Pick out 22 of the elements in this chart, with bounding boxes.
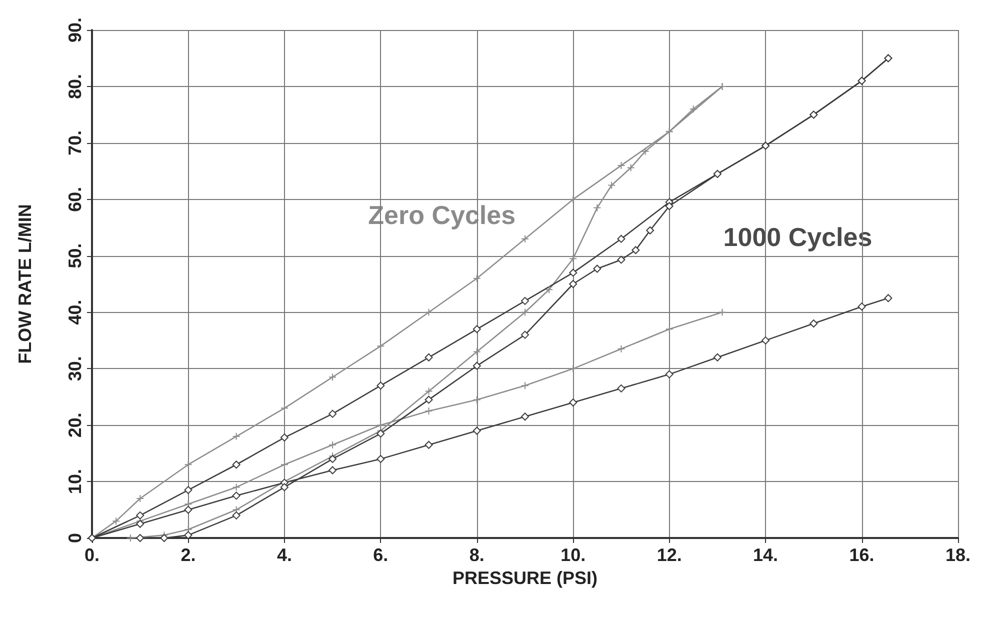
x-tick-label: 4.: [276, 545, 292, 565]
x-tick-label: 18.: [945, 545, 971, 565]
x-tick-label: 8.: [469, 545, 484, 565]
y-tick-label: 30.: [65, 356, 85, 382]
y-tick-label: 50.: [65, 243, 85, 268]
y-tick-label: 90.: [65, 17, 85, 43]
y-tick-label: 0: [65, 532, 85, 544]
x-tick-label: 0.: [84, 545, 100, 565]
x-tick-label: 16.: [849, 545, 874, 565]
x-axis-title: PRESSURE (PSI): [452, 568, 598, 588]
y-tick-label: 60.: [65, 186, 85, 212]
y-tick-label: 40.: [65, 300, 85, 325]
x-tick-label: 12.: [656, 545, 682, 565]
y-tick-label: 70.: [65, 130, 85, 156]
x-tick-label: 2.: [180, 545, 196, 565]
x-tick-label: 10.: [560, 545, 586, 565]
y-tick-label: 20.: [65, 412, 85, 438]
x-tick-label: 14.: [753, 545, 778, 565]
x-tick-label: 6.: [373, 545, 388, 565]
y-axis-title: FLOW RATE L/MIN: [15, 204, 35, 364]
y-tick-label: 80.: [65, 74, 85, 99]
y-tick-label: 10.: [65, 469, 85, 494]
